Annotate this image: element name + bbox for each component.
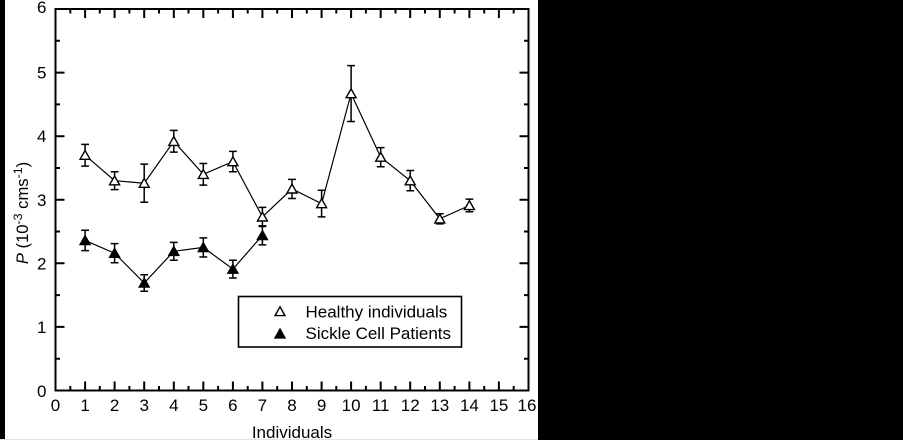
svg-text:4: 4 [169, 396, 178, 415]
svg-text:11: 11 [372, 396, 390, 415]
svg-text:2: 2 [110, 396, 119, 415]
svg-text:1: 1 [80, 396, 89, 415]
svg-text:5: 5 [37, 64, 46, 83]
svg-text:4: 4 [37, 127, 46, 146]
svg-text:Individuals: Individuals [252, 423, 332, 440]
svg-text:16: 16 [518, 396, 537, 415]
svg-text:14: 14 [460, 396, 479, 415]
svg-text:0: 0 [51, 396, 60, 415]
svg-text:15: 15 [489, 396, 508, 415]
svg-text:Sickle Cell Patients: Sickle Cell Patients [306, 324, 452, 343]
svg-text:P (10-3 cms-1): P (10-3 cms-1) [11, 162, 32, 264]
svg-text:8: 8 [287, 396, 296, 415]
svg-text:5: 5 [199, 396, 208, 415]
svg-text:7: 7 [258, 396, 267, 415]
svg-text:13: 13 [430, 396, 449, 415]
svg-text:1: 1 [37, 318, 46, 337]
svg-text:Healthy individuals: Healthy individuals [306, 302, 448, 321]
svg-text:12: 12 [401, 396, 420, 415]
svg-text:10: 10 [342, 396, 361, 415]
svg-text:6: 6 [37, 0, 46, 17]
svg-text:3: 3 [37, 191, 46, 210]
svg-text:2: 2 [37, 254, 46, 273]
svg-text:3: 3 [139, 396, 148, 415]
svg-text:0: 0 [37, 382, 46, 401]
svg-text:9: 9 [317, 396, 326, 415]
svg-text:6: 6 [228, 396, 237, 415]
